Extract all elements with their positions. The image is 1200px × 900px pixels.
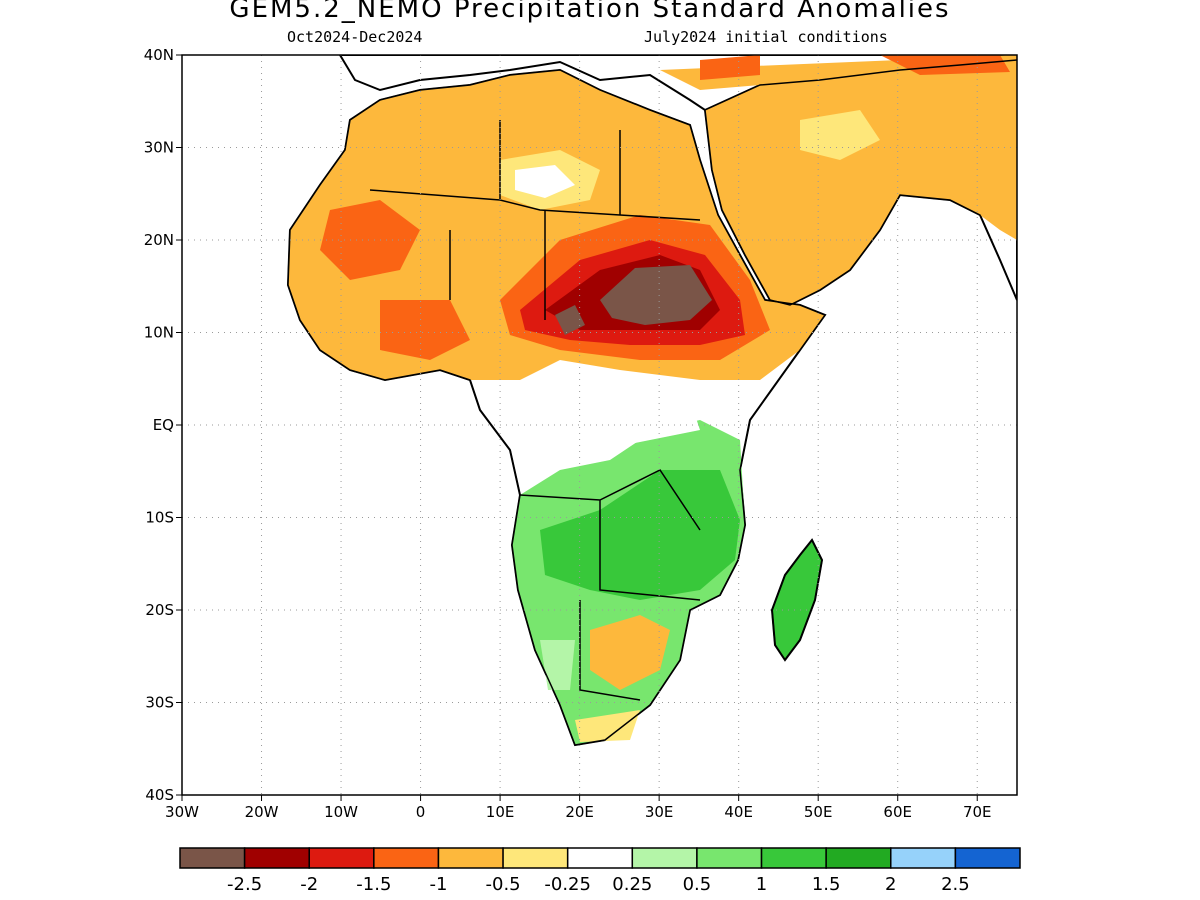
colorbar-label: -2 — [300, 874, 318, 895]
period-subtitle: Oct2024-Dec2024 — [287, 28, 423, 46]
colorbar-label: -0.25 — [544, 874, 591, 895]
y-tick-label: EQ — [153, 416, 174, 434]
colorbar-swatch — [825, 847, 892, 869]
southwest-africa-weak-wet — [540, 640, 575, 690]
colorbar-swatch — [437, 847, 504, 869]
colorbar-swatch — [696, 847, 763, 869]
colorbar-label: -2.5 — [227, 874, 262, 895]
colorbar-swatch — [954, 847, 1021, 869]
east-europe-strong-anomaly — [880, 55, 1010, 75]
europe-strong-anomaly — [700, 55, 760, 80]
map-title: GEM5.2_NEMO Precipitation Standard Anoma… — [229, 0, 951, 24]
x-tick-label: 20E — [565, 803, 594, 821]
colorbar-swatch — [890, 847, 957, 869]
y-tick-label: 20N — [144, 231, 174, 249]
x-tick-label: 50E — [804, 803, 833, 821]
west-africa-anomaly — [380, 300, 470, 360]
colorbar-label: -1.5 — [356, 874, 391, 895]
x-tick-label: 20W — [245, 803, 279, 821]
colorbar-label: 2.5 — [941, 874, 970, 895]
colorbar-swatch — [179, 847, 246, 869]
sahel-strong-anomaly — [320, 200, 420, 280]
y-tick-label: 30S — [145, 694, 174, 712]
colorbar-swatch — [631, 847, 698, 869]
colorbar-labels: -2.5 -2 -1.5 -1 -0.5 -0.25 0.25 0.5 1 1.5 2 2.5 — [227, 874, 970, 895]
x-tick-label: 10E — [486, 803, 515, 821]
colorbar-label: -1 — [429, 874, 447, 895]
x-tick-label: 30E — [645, 803, 674, 821]
colorbar-swatch — [502, 847, 569, 869]
x-axis-ticks: 30W 20W 10W 0 10E 20E 30E 40E 50E 60E 70E — [165, 795, 992, 821]
colorbar — [179, 847, 1021, 869]
y-tick-label: 20S — [145, 601, 174, 619]
y-tick-label: 10S — [145, 509, 174, 527]
y-tick-label: 30N — [144, 139, 174, 157]
x-tick-label: 70E — [963, 803, 992, 821]
colorbar-swatch — [308, 847, 375, 869]
x-tick-label: 40E — [724, 803, 753, 821]
initial-conditions-subtitle: July2024 initial conditions — [644, 28, 888, 46]
coastlines — [287, 59, 1017, 746]
x-tick-label: 10W — [324, 803, 358, 821]
colorbar-label: 0.5 — [683, 874, 712, 895]
colorbar-swatch — [566, 847, 634, 869]
colorbar-label: 1 — [756, 874, 767, 895]
colorbar-label: 2 — [885, 874, 896, 895]
colorbar-swatch — [760, 847, 827, 869]
x-tick-label: 30W — [165, 803, 199, 821]
colorbar-label: -0.5 — [486, 874, 521, 895]
sahara-near-zero — [515, 165, 575, 198]
map-field — [286, 55, 1017, 747]
southern-africa-dry — [590, 615, 670, 690]
y-tick-label: 40N — [144, 46, 174, 64]
colorbar-swatch — [373, 847, 440, 869]
colorbar-label: 0.25 — [612, 874, 652, 895]
sudan-anomaly-core-west — [555, 305, 585, 335]
x-tick-label: 0 — [416, 803, 426, 821]
arabia-anomaly — [705, 60, 1017, 305]
equatorial-near-zero — [500, 385, 700, 455]
colorbar-swatch — [243, 847, 310, 869]
colorbar-label: 1.5 — [812, 874, 841, 895]
southern-africa-wet-inner — [540, 470, 740, 600]
sudan-anomaly-core — [600, 265, 712, 325]
y-axis-ticks: 40N 30N 20N 10N EQ 10S 20S 30S 40S — [144, 46, 182, 804]
cape-weak-dry — [575, 710, 640, 742]
x-tick-label: 60E — [883, 803, 912, 821]
y-tick-label: 40S — [145, 786, 174, 804]
y-tick-label: 10N — [144, 324, 174, 342]
